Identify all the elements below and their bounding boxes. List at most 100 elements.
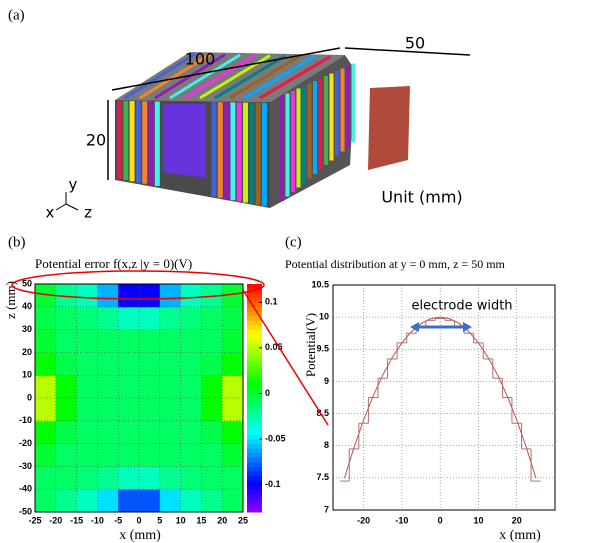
stripe xyxy=(149,101,154,184)
dim-label: 50 xyxy=(405,34,425,53)
x-tick-label: 20 xyxy=(217,515,227,525)
heat-cell xyxy=(118,307,139,330)
heat-cell xyxy=(56,398,77,421)
heat-cell xyxy=(160,284,181,307)
colorbar-step xyxy=(247,453,262,458)
y-tick-label: 50 xyxy=(22,278,32,288)
heat-cell xyxy=(56,421,77,444)
stripe xyxy=(335,71,339,156)
heat-cell xyxy=(201,466,222,489)
x-tick-label: -15 xyxy=(70,515,83,525)
heat-cell xyxy=(201,352,222,375)
heat-cell xyxy=(181,375,202,398)
y-tick-label: 7 xyxy=(324,504,329,514)
colorbar-step xyxy=(247,330,262,335)
heat-cell xyxy=(97,466,118,489)
colorbar-step xyxy=(247,357,262,362)
heat-cell xyxy=(118,421,139,444)
heat-cell xyxy=(139,375,160,398)
colorbar-step xyxy=(247,362,262,367)
colorbar-step xyxy=(247,348,262,353)
heat-cell xyxy=(139,398,160,421)
heat-cell xyxy=(35,375,56,398)
heat-cell xyxy=(118,489,139,512)
stripe xyxy=(123,101,128,180)
stripe xyxy=(224,102,229,199)
heat-cell xyxy=(118,375,139,398)
x-axis-label: x (mm) xyxy=(119,528,161,543)
colorbar-step xyxy=(247,325,262,330)
panel-label: (c) xyxy=(285,234,302,250)
x-tick-label: 5 xyxy=(157,515,162,525)
colorbar-step xyxy=(247,498,262,503)
electrode xyxy=(368,86,410,170)
heat-cell xyxy=(181,466,202,489)
heat-cell xyxy=(35,444,56,467)
stripe xyxy=(130,101,135,181)
heat-cell xyxy=(35,466,56,489)
colorbar-step xyxy=(247,403,262,408)
colorbar-step xyxy=(247,293,262,298)
stripe xyxy=(319,79,323,170)
x-tick-label: 0 xyxy=(136,515,141,525)
colorbar-step xyxy=(247,380,262,385)
heat-cell xyxy=(160,352,181,375)
heat-cell xyxy=(77,398,98,421)
heat-cell xyxy=(181,284,202,307)
axis-letter: y xyxy=(69,176,78,194)
heat-cell xyxy=(77,421,98,444)
axis-arrow xyxy=(66,204,78,210)
heat-cell xyxy=(222,307,243,330)
heat-cell xyxy=(222,398,243,421)
heat-cell xyxy=(35,352,56,375)
x-axis-label: x (mm) xyxy=(499,528,541,543)
y-tick-label: 9.5 xyxy=(316,344,329,354)
heat-cell xyxy=(139,466,160,489)
axis-letter: x xyxy=(46,204,55,222)
heat-cell xyxy=(201,444,222,467)
heat-cell xyxy=(77,444,98,467)
stripe xyxy=(346,66,350,147)
stripe xyxy=(291,91,295,192)
colorbar-step xyxy=(247,421,262,426)
stripe xyxy=(286,94,290,197)
heat-cell xyxy=(118,466,139,489)
heat-cell xyxy=(77,307,98,330)
stripe xyxy=(243,103,248,203)
colorbar-label: -0.1 xyxy=(265,479,281,489)
y-tick-label: 7.5 xyxy=(316,472,329,482)
y-tick-label: -10 xyxy=(19,415,32,425)
colorbar-step xyxy=(247,416,262,421)
colorbar-step xyxy=(247,339,262,344)
heat-cell xyxy=(160,489,181,512)
y-tick-label: 20 xyxy=(22,347,32,357)
heat-cell xyxy=(222,375,243,398)
colorbar-step xyxy=(247,489,262,494)
heat-cell xyxy=(160,307,181,330)
heat-cell xyxy=(222,330,243,353)
colorbar-step xyxy=(247,476,262,481)
y-tick-label: 30 xyxy=(22,324,32,334)
colorbar-step xyxy=(247,366,262,371)
heat-cell xyxy=(56,489,77,512)
y-axis-label: z (mm) xyxy=(3,281,18,319)
stripe xyxy=(324,76,328,165)
axis-letter: z xyxy=(84,204,92,222)
stripe xyxy=(155,101,160,186)
colorbar-label: 0.1 xyxy=(265,297,278,307)
heat-cell xyxy=(181,421,202,444)
heat-cell xyxy=(160,466,181,489)
colorbar-step xyxy=(247,425,262,430)
heat-cell xyxy=(222,421,243,444)
heat-cell xyxy=(77,284,98,307)
stripe xyxy=(256,103,261,205)
heat-cell xyxy=(35,489,56,512)
heat-cell xyxy=(118,352,139,375)
heat-cell xyxy=(160,375,181,398)
electrode xyxy=(163,104,206,178)
heat-cell xyxy=(222,352,243,375)
heat-cell xyxy=(181,330,202,353)
x-tick-label: -5 xyxy=(114,515,122,525)
y-tick-label: 10.5 xyxy=(311,279,329,289)
stripe xyxy=(212,102,217,197)
